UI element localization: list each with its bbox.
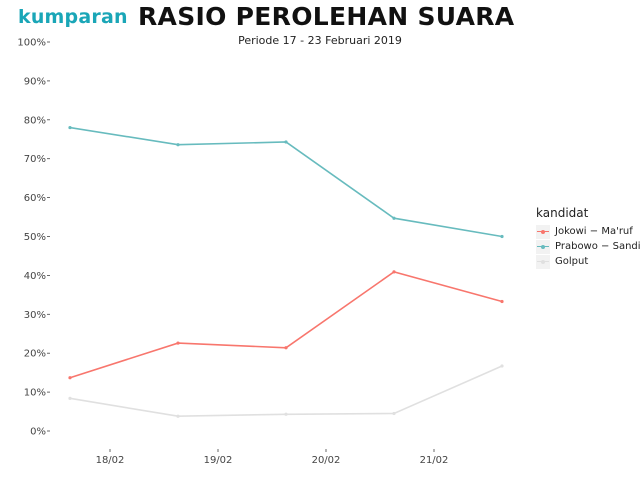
y-tick-label: 10% [24,388,46,399]
data-point-prabowo-sandi [284,140,288,144]
data-point-jokowi-ma-ruf [392,270,396,274]
data-point-jokowi-ma-ruf [176,341,180,345]
data-point-golput [284,412,288,416]
data-point-prabowo-sandi [176,143,180,147]
y-tick-label: 60% [24,193,46,204]
chart-subtitle: Periode 17 - 23 Februari 2019 [238,34,402,47]
series-layer [68,125,504,418]
data-point-jokowi-ma-ruf [284,346,288,350]
data-point-prabowo-sandi [392,216,396,220]
data-point-prabowo-sandi [68,125,72,130]
brand-logo: kumparan [18,6,128,28]
legend-item: Prabowo − Sandi [536,239,640,254]
legend-label: Golput [555,256,589,267]
x-axis: 18/02 19/02 20/02 21/02 [96,449,449,466]
legend-label: Jokowi − Ma'ruf [555,226,633,237]
y-tick-label: 0% [30,427,46,438]
legend-item: Jokowi − Ma'ruf [536,224,640,239]
y-axis: 0% 10% 20% 30% 40% 50% 60% 70% 80% 90% 100% [17,38,50,438]
data-point-jokowi-ma-ruf [500,299,504,304]
x-tick-label: 21/02 [420,455,449,466]
y-tick-label: 90% [24,76,46,87]
y-tick-label: 40% [24,271,46,282]
legend-key [536,254,550,269]
data-point-golput [500,364,504,368]
data-point-golput [176,414,180,418]
data-point-jokowi-ma-ruf [68,376,72,380]
data-point-golput [392,411,396,416]
y-tick-label: 80% [24,115,46,126]
series-line-golput [69,365,503,418]
y-tick-label: 20% [24,349,46,360]
y-tick-label: 50% [24,232,46,243]
series-line-prabowo-sandi [69,126,503,238]
y-tick-label: 100% [17,38,46,49]
y-tick-label: 70% [24,154,46,165]
x-tick-label: 18/02 [96,455,125,466]
x-tick-label: 19/02 [204,455,233,466]
legend-key [536,239,550,254]
chart-title: RASIO PEROLEHAN SUARA [138,2,515,31]
legend-item: Golput [536,254,640,269]
legend-title: kandidat [536,206,589,220]
x-tick-label: 20/02 [312,455,341,466]
legend-label: Prabowo − Sandi [555,241,640,252]
data-point-golput [68,396,72,400]
legend-key [536,224,550,239]
data-point-prabowo-sandi [500,234,504,239]
y-tick-label: 30% [24,310,46,321]
series-line-jokowi-ma-ruf [69,271,503,379]
legend: kandidat Jokowi − Ma'ruf Prabowo − Sandi G… [536,206,640,269]
